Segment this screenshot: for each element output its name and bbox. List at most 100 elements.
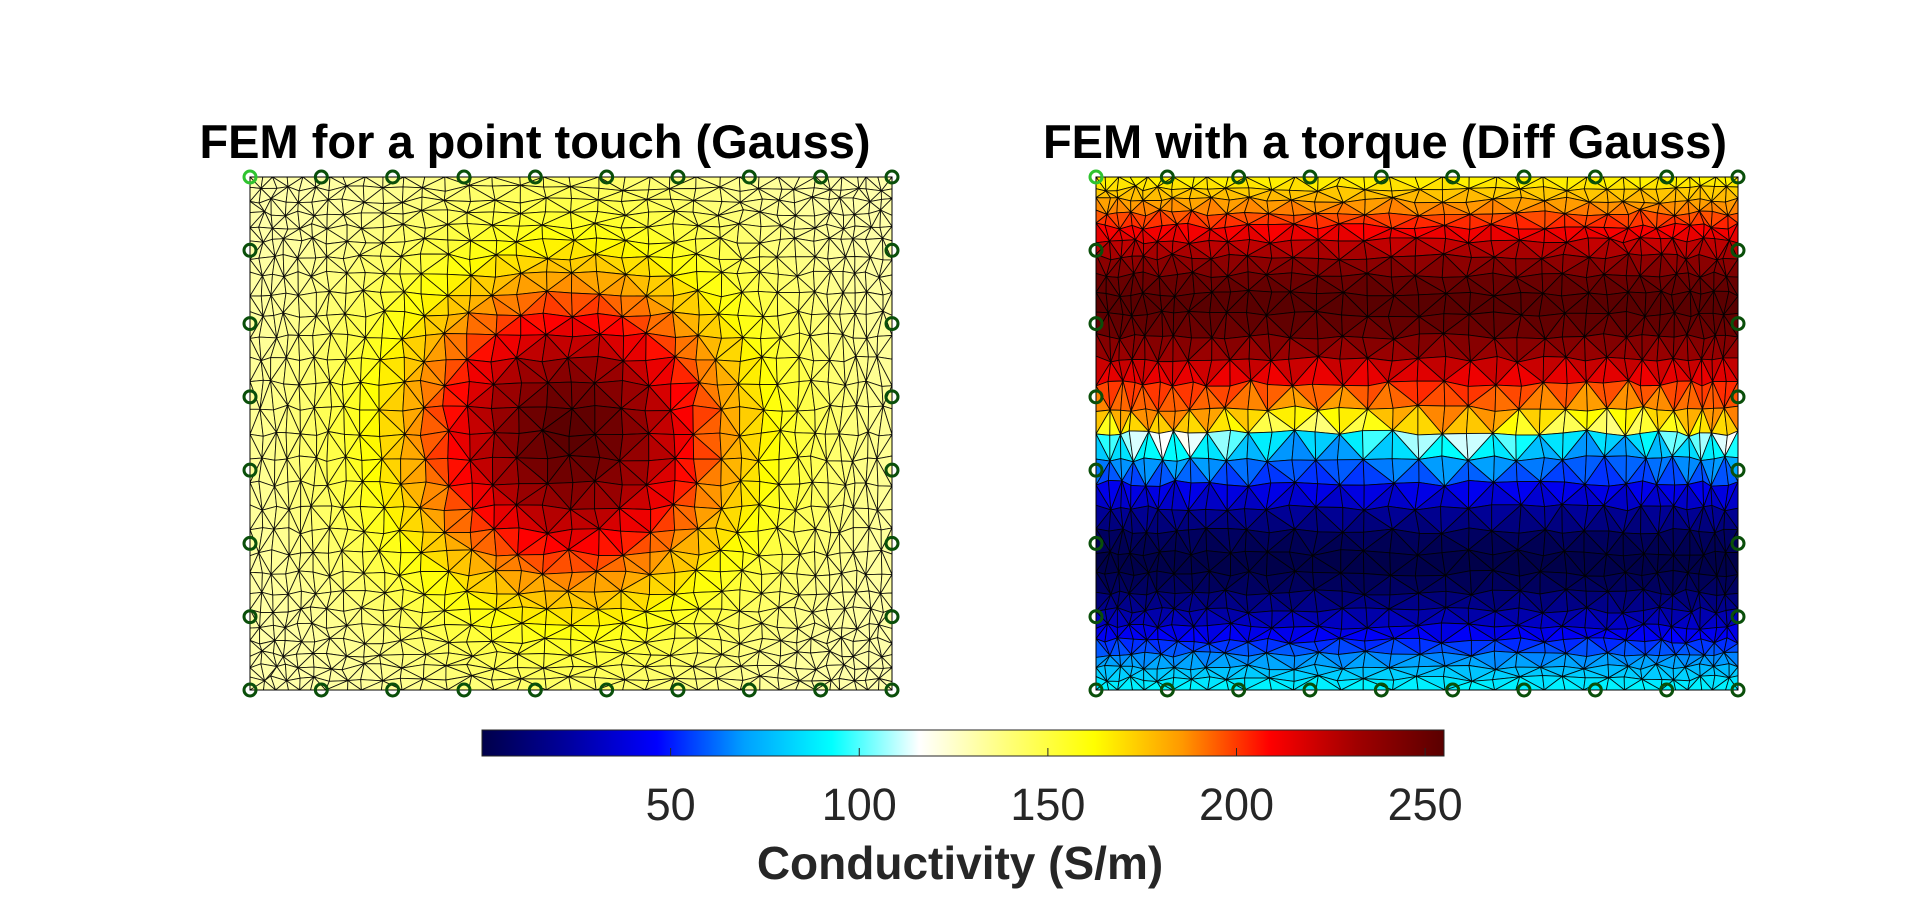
left-electrode-marker	[242, 242, 258, 258]
right-electrode-marker	[1159, 169, 1175, 185]
left-electrode-marker	[813, 682, 829, 698]
right-fem-mesh	[1096, 177, 1738, 690]
left-electrode-marker	[242, 389, 258, 405]
left-fem-mesh	[250, 177, 892, 690]
right-electrode-marker	[1088, 682, 1104, 698]
right-mesh-element	[1415, 675, 1446, 690]
left-electrode-marker	[670, 169, 686, 185]
right-plot-title: FEM with a torque (Diff Gauss)	[1042, 115, 1728, 168]
right-electrode-marker	[1302, 682, 1318, 698]
left-electrode-marker	[242, 316, 258, 332]
left-electrode-marker	[741, 682, 757, 698]
right-electrode-marker	[1516, 682, 1532, 698]
left-electrode-marker	[242, 462, 258, 478]
left-electrode-marker	[741, 169, 757, 185]
right-mesh-element	[1129, 675, 1145, 690]
left-mesh-element	[669, 677, 698, 690]
right-electrode-marker	[1373, 169, 1389, 185]
left-electrode-marker	[385, 169, 401, 185]
left-electrode-marker	[242, 169, 258, 185]
left-electrode-marker	[884, 682, 900, 698]
right-electrode-marker	[1587, 682, 1603, 698]
right-electrode-marker	[1159, 682, 1175, 698]
left-mesh-element	[419, 678, 448, 690]
right-mesh-element	[1189, 678, 1209, 690]
right-electrode-marker	[1516, 169, 1532, 185]
colorbar-tick-label: 250	[1388, 779, 1463, 830]
left-mesh-element	[285, 679, 301, 690]
right-electrode-marker	[1088, 535, 1104, 551]
right-mesh-element	[1561, 675, 1585, 690]
colorbar-tick-label: 200	[1199, 779, 1274, 830]
right-electrode-marker	[1659, 682, 1675, 698]
left-mesh-element	[716, 677, 741, 690]
right-mesh-element	[1315, 674, 1342, 690]
right-electrode-marker	[1730, 609, 1746, 625]
left-electrode-marker	[599, 169, 615, 185]
left-mesh-element	[263, 679, 277, 690]
right-mesh-element	[1725, 676, 1738, 690]
right-electrode-marker	[1231, 682, 1247, 698]
right-mesh-element	[1468, 680, 1495, 690]
left-electrode-marker	[456, 169, 472, 185]
right-electrode-marker	[1088, 462, 1104, 478]
left-mesh-element	[878, 677, 892, 690]
right-electrode-marker	[1088, 316, 1104, 332]
left-electrode-marker	[456, 682, 472, 698]
right-mesh-element	[1106, 680, 1119, 690]
left-electrode-marker	[884, 169, 900, 185]
right-electrode-marker	[1659, 169, 1675, 185]
right-mesh-element	[1605, 676, 1626, 690]
left-mesh-element	[622, 679, 646, 690]
left-electrode-marker	[884, 535, 900, 551]
right-electrode-marker	[1730, 682, 1746, 698]
right-electrode-marker	[1088, 609, 1104, 625]
right-mesh-element	[1672, 678, 1689, 690]
colorbar	[481, 729, 1445, 757]
left-electrode-marker	[813, 169, 829, 185]
right-mesh-element	[1699, 674, 1714, 690]
right-electrode-marker	[1730, 242, 1746, 258]
electrode-markers	[242, 169, 1746, 698]
colorbar-ticks: 50 100 150 200 250	[646, 748, 1463, 830]
left-mesh-border	[249, 176, 893, 691]
left-electrode-marker	[242, 609, 258, 625]
right-electrode-marker	[1730, 462, 1746, 478]
left-mesh-element	[795, 680, 817, 690]
right-electrode-marker	[1302, 169, 1318, 185]
right-electrode-marker	[1231, 169, 1247, 185]
left-electrode-marker	[313, 169, 329, 185]
right-electrode-marker	[1445, 682, 1461, 698]
right-mesh-border	[1095, 176, 1739, 691]
right-electrode-marker	[1373, 682, 1389, 698]
left-mesh-element	[347, 679, 363, 690]
left-electrode-marker	[313, 682, 329, 698]
right-electrode-marker	[1587, 169, 1603, 185]
left-mesh-element	[853, 679, 869, 690]
left-electrode-marker	[242, 682, 258, 698]
left-electrode-marker	[884, 389, 900, 405]
colorbar-tick-label: 100	[822, 779, 897, 830]
left-electrode-marker	[385, 682, 401, 698]
colorbar-label: Conductivity (S/m)	[756, 837, 1164, 889]
right-electrode-marker	[1088, 389, 1104, 405]
left-electrode-marker	[884, 316, 900, 332]
right-electrode-marker	[1730, 389, 1746, 405]
left-mesh-element	[568, 676, 597, 690]
right-mesh-element	[1515, 676, 1545, 690]
right-electrode-marker	[1445, 169, 1461, 185]
left-electrode-marker	[670, 682, 686, 698]
colorbar-tick-label: 150	[1010, 779, 1085, 830]
left-electrode-marker	[884, 462, 900, 478]
left-electrode-marker	[527, 682, 543, 698]
right-electrode-marker	[1088, 169, 1104, 185]
left-mesh-element	[829, 679, 841, 690]
left-electrode-marker	[242, 535, 258, 551]
colorbar-tick-label: 50	[646, 779, 696, 830]
left-plot-title: FEM for a point touch (Gauss)	[199, 115, 871, 168]
right-electrode-marker	[1730, 169, 1746, 185]
right-electrode-marker	[1730, 316, 1746, 332]
right-mesh-element	[1268, 677, 1294, 690]
left-electrode-marker	[884, 242, 900, 258]
